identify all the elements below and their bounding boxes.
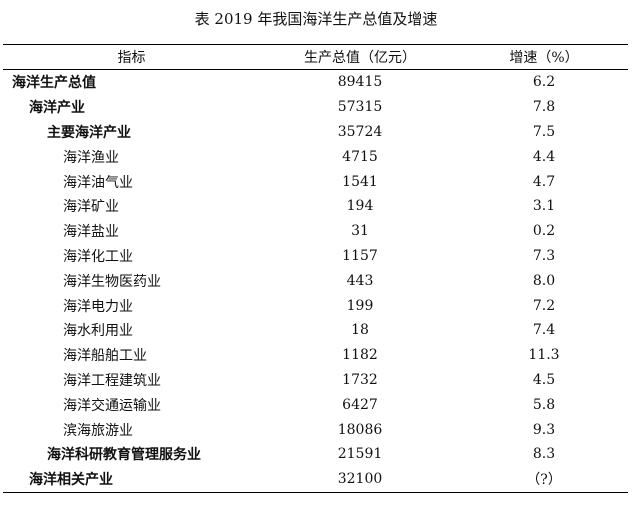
growth-rate-cell: 0.2 — [532, 223, 556, 240]
growth-rate-cell: 3.1 — [532, 198, 556, 215]
output-value-cell: 4715 — [342, 148, 378, 165]
growth-rate-cell: 9.3 — [532, 421, 556, 438]
table-caption: 表 2019 年我国海洋生产总值及增速 — [194, 10, 438, 28]
data-table: 指标 生产总值（亿元） 增速（%） 海洋生产总值 89415 6.2 海洋产业 5731… — [3, 44, 628, 493]
indicator-cell: 海洋矿业 — [63, 199, 119, 216]
output-value-cell: 89415 — [337, 74, 383, 91]
table-row: 海洋电力业 199 7.2 — [3, 293, 628, 318]
output-value-cell: 1157 — [342, 247, 378, 264]
table-row: 海洋渔业 4715 4.4 — [3, 144, 628, 169]
indicator-cell: 海洋工程建筑业 — [63, 372, 161, 389]
indicator-cell: 滨海旅游业 — [63, 422, 133, 439]
table-row: 海洋相关产业 32100 （?） — [3, 467, 628, 492]
growth-rate-cell: 7.5 — [532, 123, 556, 140]
output-value-cell: 21591 — [337, 446, 383, 463]
output-value-cell: 199 — [346, 297, 374, 314]
output-value-cell: 1541 — [342, 173, 378, 190]
growth-rate-cell: 5.8 — [532, 396, 556, 413]
indicator-cell: 海水利用业 — [63, 323, 133, 340]
indicator-cell: 海洋化工业 — [63, 248, 133, 265]
indicator-cell: 海洋生物医药业 — [63, 273, 161, 290]
indicator-cell: 海洋电力业 — [63, 298, 133, 315]
indicator-cell: 海洋产业 — [29, 100, 85, 117]
table-row: 海洋工程建筑业 1732 4.5 — [3, 368, 628, 393]
table-row: 海洋化工业 1157 7.3 — [3, 244, 628, 269]
output-value-cell: 1182 — [342, 347, 378, 364]
output-value-cell: 443 — [346, 272, 374, 289]
table-row: 海洋产业 57315 7.8 — [3, 95, 628, 120]
growth-rate-cell: 7.3 — [532, 247, 556, 264]
table-row: 海洋盐业 31 0.2 — [3, 219, 628, 244]
output-value-cell: 35724 — [337, 123, 383, 140]
table-body: 海洋生产总值 89415 6.2 海洋产业 57315 7.8 主要海洋产业 35724 7.5… — [3, 70, 628, 492]
table-row: 海水利用业 18 7.4 — [3, 318, 628, 343]
growth-rate-cell: 4.5 — [532, 371, 556, 388]
header-growth-rate: 增速（%） — [509, 50, 579, 66]
header-output-value: 生产总值（亿元） — [304, 50, 416, 66]
table-row: 主要海洋产业 35724 7.5 — [3, 120, 628, 145]
growth-rate-cell: 7.4 — [532, 322, 556, 339]
growth-rate-cell: 7.2 — [532, 297, 556, 314]
growth-rate-cell: 4.7 — [532, 173, 556, 190]
table-row: 海洋油气业 1541 4.7 — [3, 169, 628, 194]
output-value-cell: 18086 — [337, 421, 383, 438]
table-row: 海洋船舶工业 1182 11.3 — [3, 343, 628, 368]
growth-rate-cell: 7.8 — [532, 99, 556, 116]
table-row: 海洋科研教育管理服务业 21591 8.3 — [3, 442, 628, 467]
growth-rate-cell: 6.2 — [532, 74, 556, 91]
growth-rate-cell: 8.3 — [532, 446, 556, 463]
growth-rate-cell: （?） — [526, 472, 562, 489]
growth-rate-cell: 4.4 — [532, 148, 556, 165]
growth-rate-cell: 11.3 — [528, 347, 560, 364]
indicator-cell: 海洋生产总值 — [12, 75, 96, 92]
indicator-cell: 海洋盐业 — [63, 224, 119, 241]
table-row: 滨海旅游业 18086 9.3 — [3, 417, 628, 442]
output-value-cell: 18 — [351, 322, 369, 339]
table-row: 海洋交通运输业 6427 5.8 — [3, 392, 628, 417]
output-value-cell: 57315 — [337, 99, 383, 116]
indicator-cell: 主要海洋产业 — [47, 124, 131, 141]
table-row: 海洋矿业 194 3.1 — [3, 194, 628, 219]
growth-rate-cell: 8.0 — [532, 272, 556, 289]
indicator-cell: 海洋油气业 — [63, 174, 133, 191]
indicator-cell: 海洋船舶工业 — [63, 348, 147, 365]
output-value-cell: 32100 — [337, 471, 383, 488]
indicator-cell: 海洋科研教育管理服务业 — [47, 447, 201, 464]
indicator-cell: 海洋交通运输业 — [63, 397, 161, 414]
indicator-cell: 海洋渔业 — [63, 149, 119, 166]
output-value-cell: 31 — [351, 223, 369, 240]
header-indicator: 指标 — [117, 50, 146, 66]
output-value-cell: 6427 — [342, 396, 378, 413]
table-header-row: 指标 生产总值（亿元） 增速（%） — [3, 45, 628, 70]
output-value-cell: 1732 — [342, 371, 378, 388]
output-value-cell: 194 — [346, 198, 374, 215]
indicator-cell: 海洋相关产业 — [29, 472, 113, 489]
table-row: 海洋生物医药业 443 8.0 — [3, 268, 628, 293]
table-row: 海洋生产总值 89415 6.2 — [3, 70, 628, 95]
